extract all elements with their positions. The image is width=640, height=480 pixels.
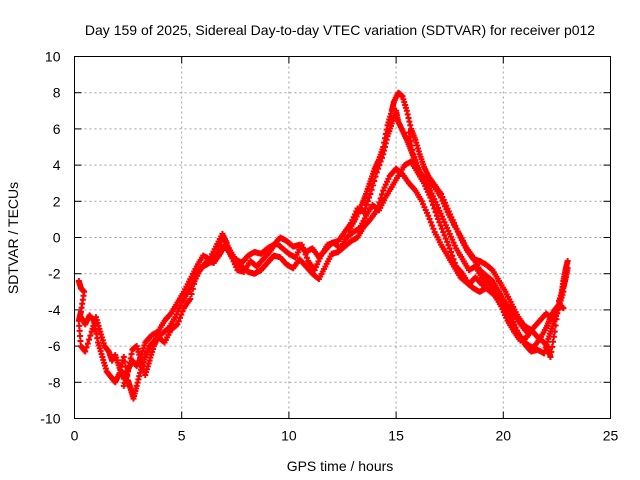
data-point	[426, 216, 433, 223]
y-tick-label: 4	[53, 157, 61, 173]
data-point	[378, 191, 385, 198]
data-point	[553, 316, 560, 323]
y-tick-label: -8	[48, 374, 61, 390]
x-tick-label: 25	[603, 428, 619, 444]
y-tick-label: 8	[53, 85, 61, 101]
data-point	[564, 265, 571, 272]
data-point	[548, 348, 555, 355]
data-point	[377, 195, 384, 202]
data-point	[551, 328, 558, 335]
x-tick-label: 15	[388, 428, 404, 444]
data-point	[76, 327, 83, 334]
data-point	[446, 245, 453, 252]
x-tick-label: 20	[496, 428, 512, 444]
data-point	[444, 238, 451, 245]
data-point	[192, 275, 199, 282]
series-arc-d	[345, 89, 571, 360]
data-point	[87, 332, 94, 339]
data-point	[84, 340, 91, 347]
x-tick-labels: 0 5 10 15 20 25	[71, 428, 619, 444]
data-point	[86, 336, 93, 343]
data-point	[175, 318, 182, 325]
plot-frame	[74, 56, 611, 419]
data-point	[427, 219, 434, 226]
data-point	[179, 308, 186, 315]
data-markers	[75, 89, 571, 402]
data-point	[440, 229, 447, 236]
data-point	[82, 348, 89, 355]
data-point	[430, 225, 437, 232]
data-point	[437, 222, 444, 229]
data-point	[549, 343, 556, 350]
data-point	[552, 322, 559, 329]
y-tick-label: -2	[48, 266, 61, 282]
x-tick-label: 0	[71, 428, 79, 444]
y-tick-labels: -10 -8 -6 -4 -2 0 2 4 6 8 10	[40, 49, 60, 427]
data-point	[188, 290, 195, 297]
data-point	[555, 304, 562, 311]
x-tick-label: 5	[178, 428, 186, 444]
data-point	[303, 254, 310, 261]
data-point	[187, 296, 194, 303]
data-point	[76, 322, 83, 329]
data-point	[213, 252, 220, 259]
data-point	[189, 285, 196, 292]
data-point	[445, 242, 452, 249]
data-point	[560, 305, 567, 312]
data-point	[526, 330, 533, 337]
y-tick-label: -4	[48, 302, 61, 318]
data-point	[376, 199, 383, 206]
y-tick-label: 2	[53, 193, 61, 209]
data-point	[554, 310, 561, 317]
data-point	[216, 241, 223, 248]
data-point	[215, 245, 222, 252]
y-tick-label: 6	[53, 121, 61, 137]
data-point	[441, 232, 448, 239]
data-point	[433, 212, 440, 219]
series-arc-e	[405, 129, 533, 337]
data-point	[375, 203, 382, 210]
data-point	[550, 338, 557, 345]
data-point	[425, 212, 432, 219]
y-tick-label: -10	[40, 411, 60, 427]
x-axis-title: GPS time / hours	[287, 458, 394, 474]
data-point	[77, 338, 84, 345]
data-point	[83, 344, 90, 351]
y-tick-label: 0	[53, 230, 61, 246]
data-point	[429, 222, 436, 229]
data-point	[360, 209, 367, 216]
data-point	[176, 314, 183, 321]
y-axis-title: SDTVAR / TECUs	[5, 182, 21, 294]
data-point	[564, 258, 571, 265]
chart-title: Day 159 of 2025, Sidereal Day-to-day VTE…	[85, 22, 595, 38]
data-point	[550, 333, 557, 340]
data-point	[447, 248, 454, 255]
data-point	[432, 209, 439, 216]
data-point	[438, 225, 445, 232]
data-point	[191, 280, 198, 287]
y-tick-label: 10	[45, 49, 61, 65]
data-point	[442, 235, 449, 242]
data-point	[178, 311, 185, 318]
data-point	[435, 216, 442, 223]
data-point	[373, 207, 380, 214]
data-point	[214, 248, 221, 255]
data-point	[547, 353, 554, 360]
data-point	[369, 182, 376, 189]
data-point	[373, 169, 380, 176]
x-tick-label: 10	[281, 428, 297, 444]
data-point	[174, 321, 181, 328]
y-tick-label: -6	[48, 338, 61, 354]
data-point	[436, 219, 443, 226]
data-point	[77, 332, 84, 339]
